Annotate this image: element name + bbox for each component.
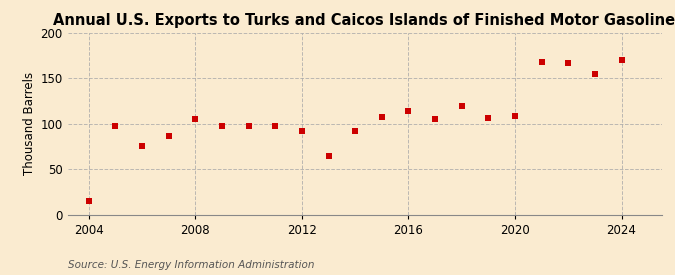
Title: Annual U.S. Exports to Turks and Caicos Islands of Finished Motor Gasoline: Annual U.S. Exports to Turks and Caicos …: [53, 13, 675, 28]
Y-axis label: Thousand Barrels: Thousand Barrels: [23, 72, 36, 175]
Text: Source: U.S. Energy Information Administration: Source: U.S. Energy Information Administ…: [68, 260, 314, 270]
